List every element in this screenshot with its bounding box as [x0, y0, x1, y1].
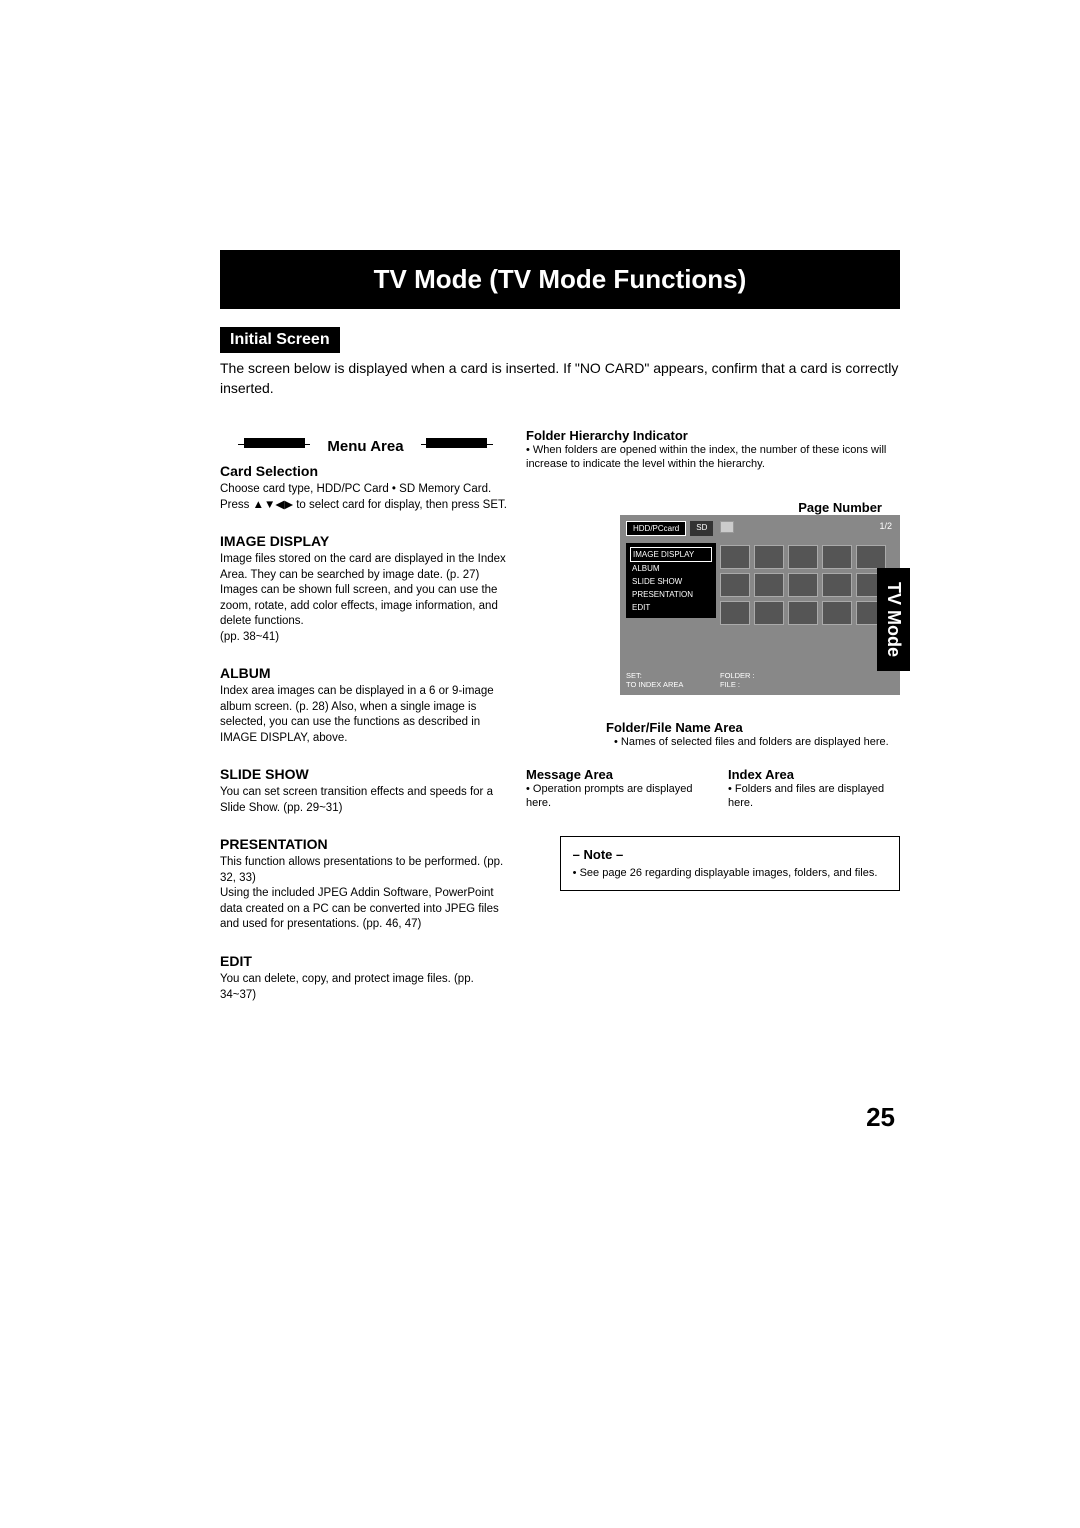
osd-tab-hdd: HDD/PCcard	[626, 521, 686, 536]
thumbnail	[822, 545, 852, 569]
folder-icon	[720, 521, 734, 533]
callout-message-p: • Operation prompts are displayed here.	[526, 782, 698, 811]
section-heading-slideshow: SLIDE SHOW	[220, 766, 511, 782]
osd-folder-label: FOLDER :	[720, 671, 755, 680]
thumbnail	[754, 601, 784, 625]
thumbnail	[720, 573, 750, 597]
menu-area-column: Menu Area Card Selection Choose card typ…	[220, 438, 526, 1023]
intro-paragraph: The screen below is displayed when a car…	[220, 359, 900, 398]
section-heading-card: Card Selection	[220, 463, 511, 479]
thumbnail	[788, 545, 818, 569]
section-body: You can set screen transition effects an…	[220, 785, 511, 816]
side-tab-tvmode: TV Mode	[877, 568, 910, 671]
thumbnail	[856, 545, 886, 569]
thumbnail	[788, 601, 818, 625]
osd-menu-presentation: PRESENTATION	[630, 588, 712, 601]
section-body: Index area images can be displayed in a …	[220, 684, 511, 746]
callout-folderfile-p: • Names of selected files and folders ar…	[606, 735, 900, 749]
section-heading-image: IMAGE DISPLAY	[220, 533, 511, 549]
osd-to-index-label: TO INDEX AREA	[626, 680, 683, 689]
thumbnail	[788, 573, 818, 597]
callout-page-number-label: Page Number	[526, 500, 900, 515]
callout-folderfile-h: Folder/File Name Area	[606, 720, 900, 735]
callout-index-h: Index Area	[728, 767, 900, 782]
page-title-bar: TV Mode (TV Mode Functions)	[220, 250, 900, 309]
osd-set-label: SET:	[626, 671, 683, 680]
thumbnail	[822, 573, 852, 597]
tv-osd-screenshot: HDD/PCcard SD 1/2 IMAGE DISPLAY ALBUM SL…	[620, 515, 900, 695]
thumbnail	[720, 545, 750, 569]
thumbnail	[754, 573, 784, 597]
page-number: 25	[866, 1102, 895, 1133]
osd-menu-image-display: IMAGE DISPLAY	[630, 547, 712, 562]
osd-file-label: FILE :	[720, 680, 755, 689]
callout-index-p: • Folders and files are displayed here.	[728, 782, 900, 811]
note-body: • See page 26 regarding displayable imag…	[573, 866, 887, 880]
section-heading-album: ALBUM	[220, 665, 511, 681]
note-title: – Note –	[573, 847, 887, 862]
osd-menu-album: ALBUM	[630, 562, 712, 575]
thumbnail	[720, 601, 750, 625]
callout-folder-hierarchy-p: • When folders are opened within the ind…	[526, 443, 900, 472]
section-body: Choose card type, HDD/PC Card • SD Memor…	[220, 482, 511, 513]
section-heading-presentation: PRESENTATION	[220, 836, 511, 852]
callout-folder-hierarchy-h: Folder Hierarchy Indicator	[526, 428, 900, 443]
osd-menu-slideshow: SLIDE SHOW	[630, 575, 712, 588]
section-body: This function allows presentations to be…	[220, 855, 511, 933]
menu-area-label: Menu Area	[220, 438, 511, 455]
section-heading-edit: EDIT	[220, 953, 511, 969]
section-body: You can delete, copy, and protect image …	[220, 972, 511, 1003]
callout-message-h: Message Area	[526, 767, 698, 782]
note-box: – Note – • See page 26 regarding display…	[560, 836, 900, 891]
thumbnail	[822, 601, 852, 625]
thumbnail	[754, 545, 784, 569]
osd-page-indicator: 1/2	[879, 521, 892, 531]
osd-menu-edit: EDIT	[630, 601, 712, 614]
osd-tab-sd: SD	[690, 521, 713, 536]
section-body: Image files stored on the card are displ…	[220, 552, 511, 645]
section-header: Initial Screen	[220, 327, 340, 353]
